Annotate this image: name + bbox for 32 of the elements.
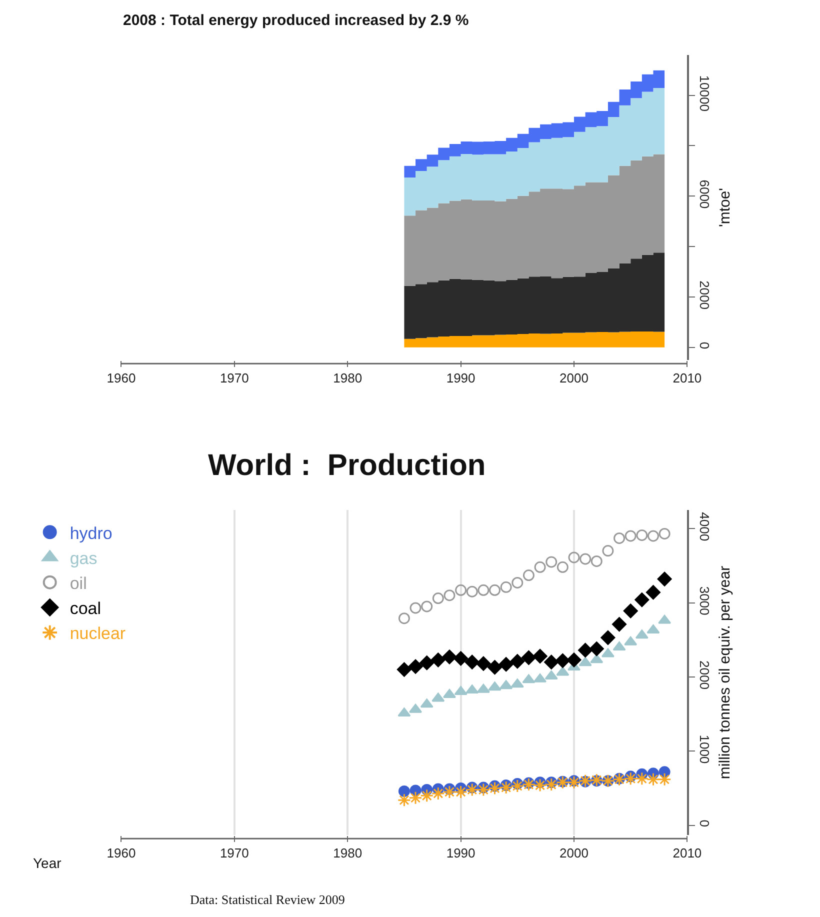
y-tick-label: 2000 — [697, 660, 712, 690]
x-tick-label: 1970 — [220, 370, 249, 386]
legend-label: oil — [70, 574, 87, 593]
x-tick-label: 2000 — [560, 370, 588, 386]
x-tick-label: 1970 — [220, 846, 249, 861]
y-tick-label: 0 — [697, 342, 712, 350]
legend-label: hydro — [70, 524, 112, 543]
y-tick-label: 3000 — [697, 586, 712, 616]
y-tick-label: 10000 — [697, 75, 712, 112]
legend-label: gas — [70, 548, 98, 568]
y-axis-title: million tonnes oil equiv. per year — [716, 566, 734, 780]
text: Data: Statistical Review 2009 — [190, 892, 345, 907]
x-tick-label: 1990 — [446, 370, 476, 386]
chart-title: World : Production — [208, 449, 486, 482]
legend-label: nuclear — [70, 624, 126, 644]
x-tick-label: 1980 — [333, 846, 362, 861]
y-axis-title: 'mtoe' — [716, 188, 734, 228]
legend-label: coal — [70, 599, 102, 618]
x-tick-label: 1980 — [333, 370, 362, 386]
x-tick-label: 1960 — [106, 846, 136, 861]
chart-title: 2008 : Total energy produced increased by 2.9 % — [123, 12, 469, 29]
y-tick-label: 1000 — [697, 734, 712, 764]
y-tick-label: 6000 — [697, 180, 712, 209]
x-tick-label: 1960 — [106, 370, 136, 386]
x-tick-label: 2010 — [672, 370, 702, 386]
y-tick-label: 4000 — [697, 512, 712, 542]
y-tick-label: 0 — [697, 820, 712, 828]
y-tick-label: 2000 — [697, 280, 712, 310]
x-tick-label: 2010 — [672, 846, 702, 861]
x-tick-label: 1990 — [446, 846, 476, 861]
x-axis-title: Year — [33, 855, 62, 871]
x-tick-label: 2000 — [560, 846, 588, 861]
